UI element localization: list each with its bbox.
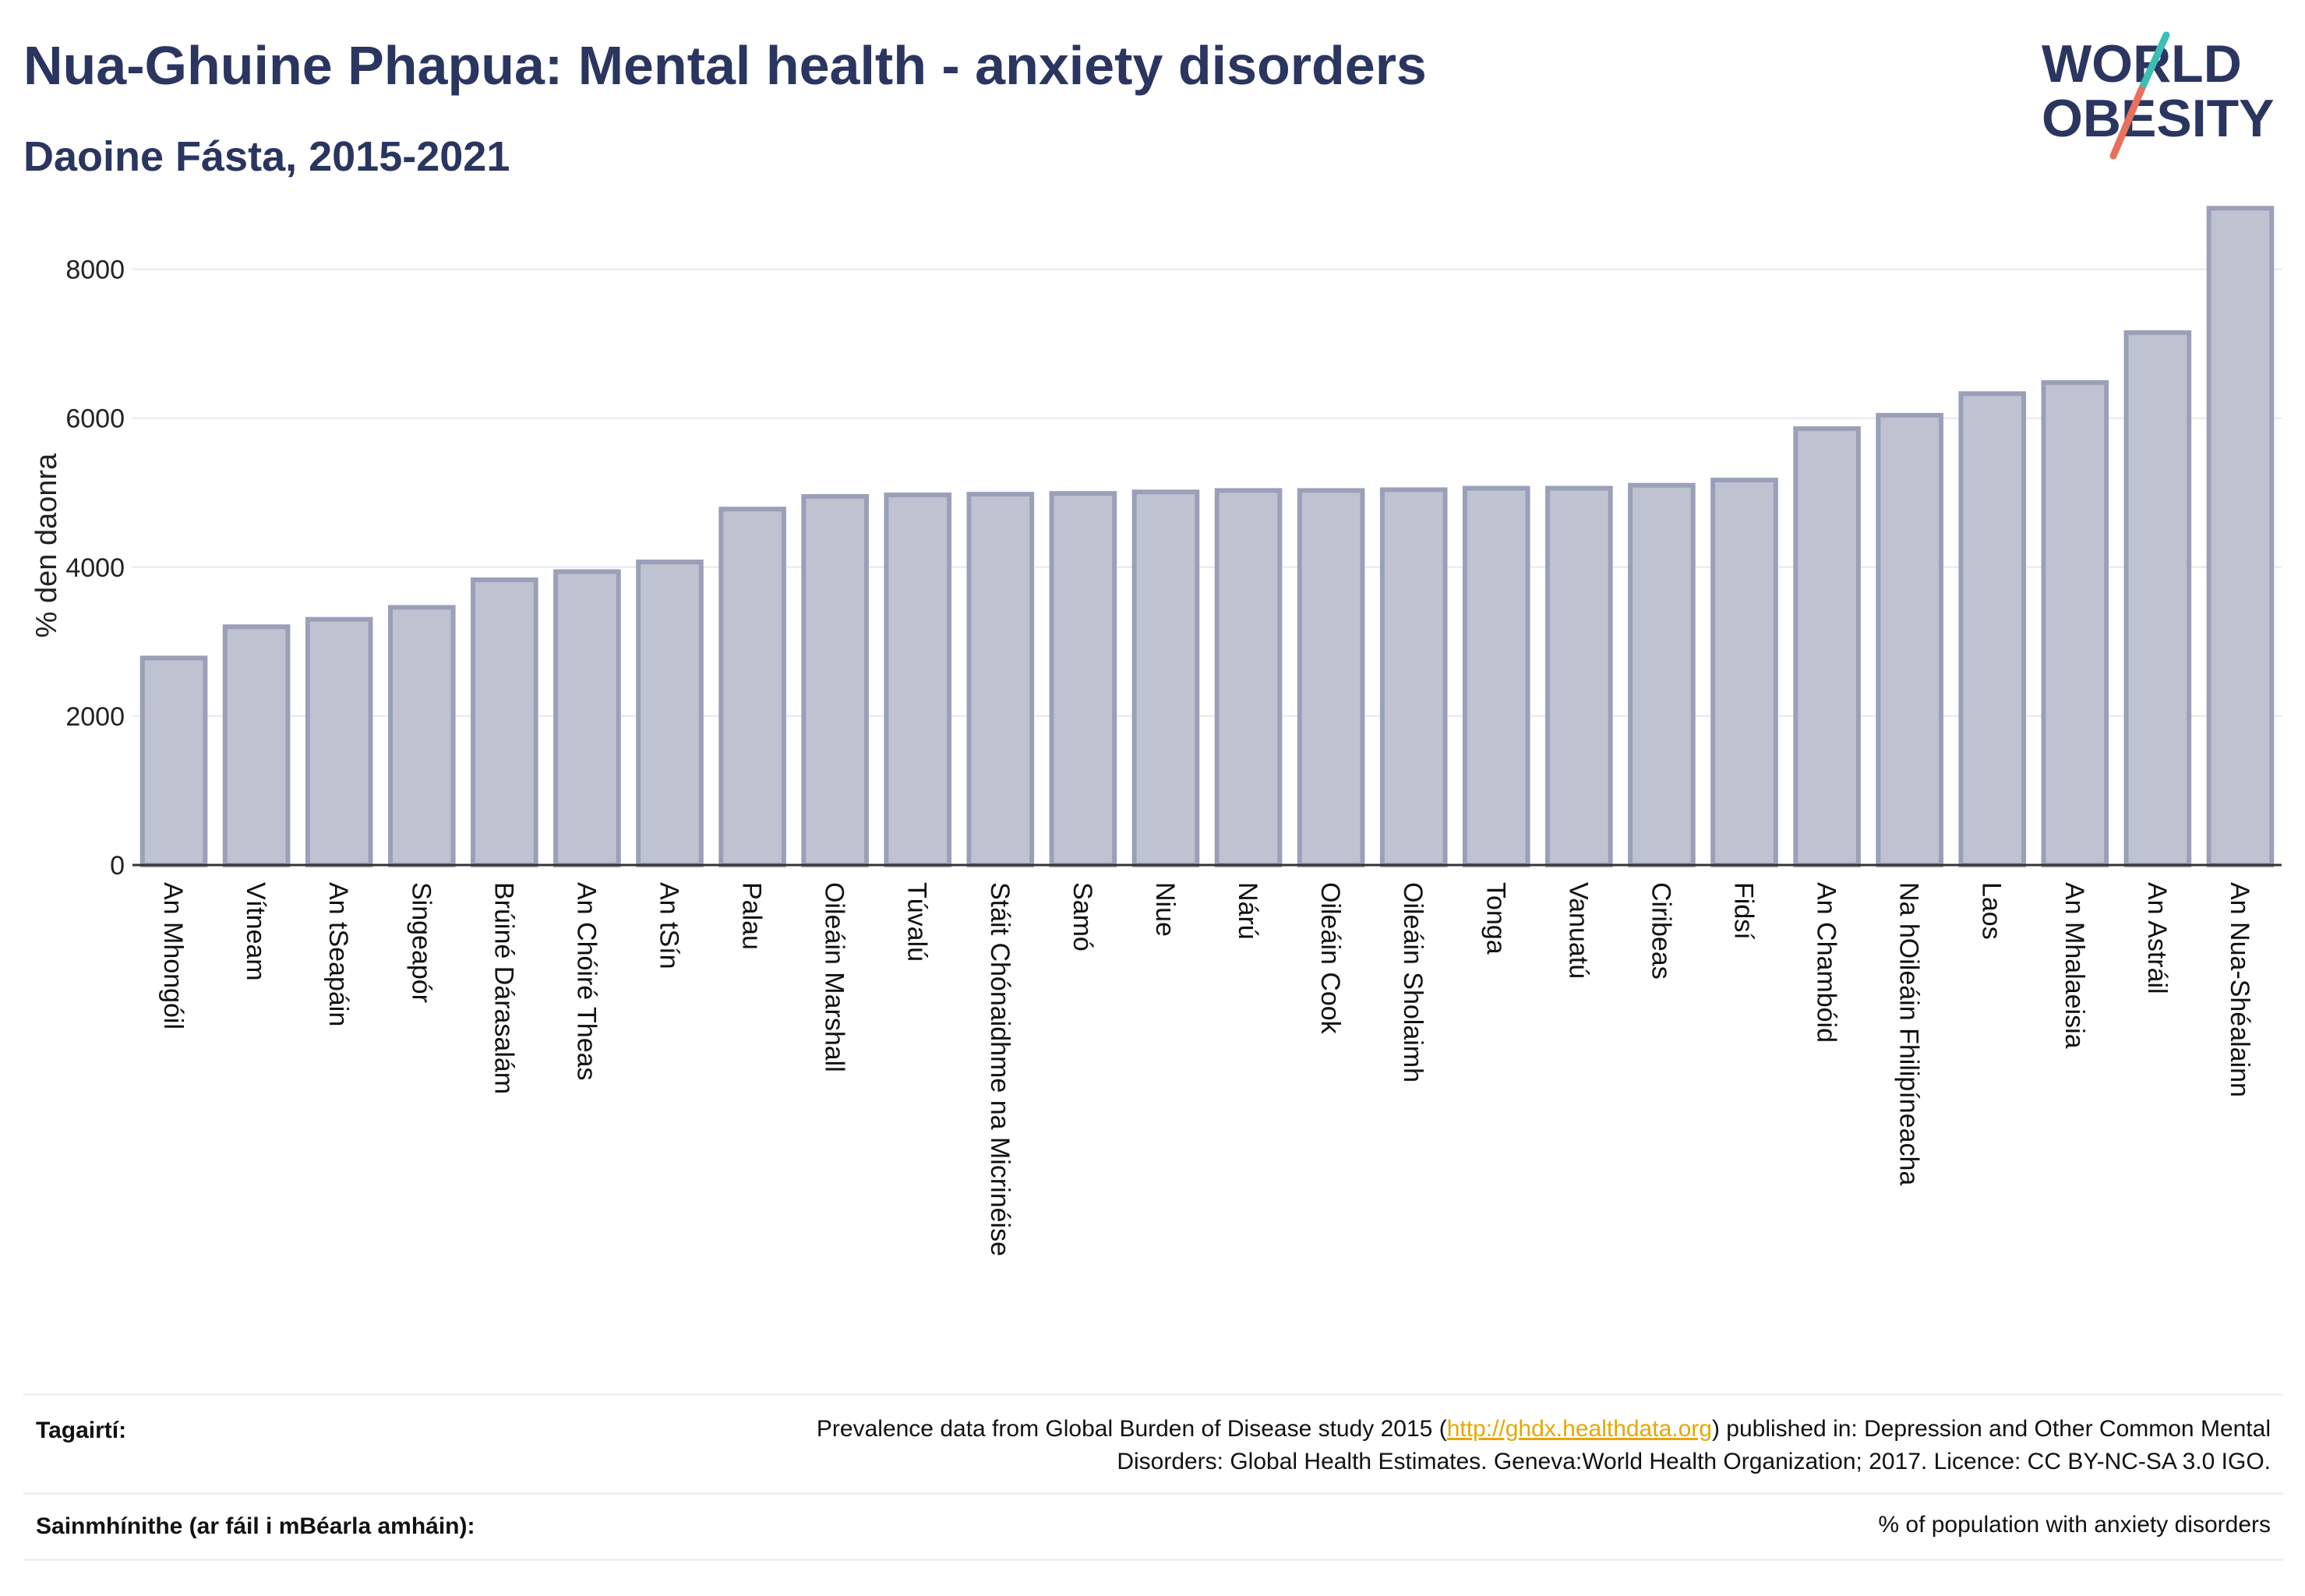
x-tick-label: An Mhalaeisia <box>2060 882 2089 1049</box>
bar[interactable] <box>966 492 1035 868</box>
x-tick-label: Na hOileáin Fhilipíneacha <box>1894 882 1924 1185</box>
footer: Tagairtí: Prevalence data from Global Bu… <box>23 1393 2283 1561</box>
definitions-text: % of population with anxiety disorders <box>1878 1512 2271 1538</box>
x-tick-label: Laos <box>1977 882 2007 940</box>
x-tick-label: Singeapór <box>406 882 436 1003</box>
x-tick-label: An tSeapáin <box>323 882 353 1026</box>
y-tick-label: 8000 <box>65 256 125 285</box>
references-link[interactable]: http://ghdx.healthdata.org <box>1446 1416 1712 1442</box>
y-axis-ticks: 0 2000 4000 6000 8000 <box>65 256 125 881</box>
x-tick-label: An Mhongóil <box>158 882 188 1029</box>
bar[interactable] <box>139 655 208 867</box>
bar[interactable] <box>1049 491 1117 868</box>
bar[interactable] <box>1958 391 2027 867</box>
x-tick-label: Fidsí <box>1729 882 1759 940</box>
bar[interactable] <box>1628 482 1696 868</box>
logo-slash-teal <box>2137 31 2170 94</box>
bar[interactable] <box>305 616 373 868</box>
bar[interactable] <box>1131 489 1200 867</box>
x-tick-label: Niue <box>1150 882 1180 937</box>
bar[interactable] <box>1793 426 1861 867</box>
references-text-before: Prevalence data from Global Burden of Di… <box>816 1416 1447 1442</box>
x-tick-label: Ciribeas <box>1646 882 1675 980</box>
footer-references-row: Tagairtí: Prevalence data from Global Bu… <box>23 1393 2283 1492</box>
bar[interactable] <box>222 624 291 867</box>
x-tick-label: Stáit Chónaidhme na Micrinéise <box>985 882 1015 1256</box>
y-tick-label: 0 <box>110 851 125 881</box>
x-tick-label: An Nua-Shéalainn <box>2225 882 2254 1097</box>
x-tick-label: Brúiné Dárasalám <box>489 882 518 1094</box>
bar[interactable] <box>884 493 952 867</box>
y-axis-title: % den daonra <box>30 453 63 637</box>
x-tick-label: Vanuatú <box>1563 882 1593 979</box>
references-text: Prevalence data from Global Burden of Di… <box>712 1413 2271 1478</box>
bar[interactable] <box>636 560 704 867</box>
references-label: Tagairtí: <box>36 1418 127 1443</box>
bar[interactable] <box>718 507 786 867</box>
bar[interactable] <box>1710 477 1778 867</box>
bar-chart: 0 2000 4000 6000 8000 An Mhongóil Vítneam An t… <box>30 206 2282 1256</box>
x-tick-label: An Chóiré Theas <box>571 882 601 1081</box>
bar[interactable] <box>2123 330 2192 867</box>
x-tick-label: An tSín <box>655 882 684 969</box>
x-axis-labels: An Mhongóil Vítneam An tSeapáin Singeapór Br… <box>158 882 2254 1256</box>
bar[interactable] <box>471 577 538 867</box>
bar[interactable] <box>2206 206 2275 867</box>
x-tick-label: Túvalú <box>902 882 932 962</box>
references-text-after: ) published in: Depression and Other Com… <box>1117 1416 2271 1474</box>
bar[interactable] <box>1462 486 1530 867</box>
world-obesity-logo: WORLD OBESITY <box>2042 31 2275 160</box>
chart-title: Nua-Ghuine Phapua: Mental health - anxie… <box>23 35 1427 96</box>
logo-slash-red <box>2109 86 2145 160</box>
logo-line-2: OBESITY <box>2042 89 2275 148</box>
x-tick-label: Nárú <box>1233 882 1262 940</box>
x-tick-label: Oileáin Marshall <box>820 882 849 1072</box>
x-tick-label: Samó <box>1068 882 1097 952</box>
x-tick-label: Palau <box>737 882 767 950</box>
footer-definitions-row: Sainmhínithe (ar fáil i mBéarla amháin):… <box>23 1492 2283 1561</box>
bar[interactable] <box>1876 412 1943 867</box>
bar[interactable] <box>1297 488 1365 867</box>
y-tick-label: 2000 <box>65 702 125 732</box>
x-tick-label: Oileáin Cook <box>1315 882 1345 1035</box>
chart-subtitle: Daoine Fásta, 2015-2021 <box>23 133 510 180</box>
x-tick-label: An Astráil <box>2142 882 2172 994</box>
x-tick-label: Vítneam <box>241 882 270 981</box>
y-tick-label: 6000 <box>65 404 125 434</box>
definitions-label: Sainmhínithe (ar fáil i mBéarla amháin): <box>36 1513 475 1539</box>
bar[interactable] <box>1214 488 1283 867</box>
bar[interactable] <box>2041 380 2109 867</box>
bar[interactable] <box>801 494 869 867</box>
bars <box>139 206 2275 868</box>
y-tick-label: 4000 <box>65 553 125 583</box>
bar[interactable] <box>1545 486 1613 867</box>
bar[interactable] <box>553 569 621 867</box>
bar[interactable] <box>387 605 456 868</box>
x-tick-label: An Chambóid <box>1812 882 1841 1043</box>
x-tick-label: Oileáin Sholaimh <box>1398 882 1428 1082</box>
x-tick-label: Tonga <box>1481 882 1510 955</box>
bar[interactable] <box>1379 487 1448 868</box>
